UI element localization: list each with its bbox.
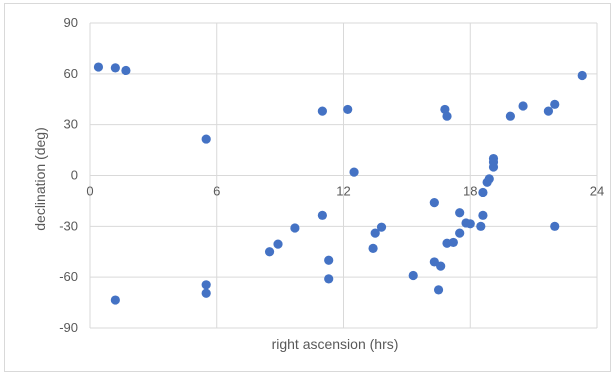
data-point — [317, 106, 327, 116]
scatter-chart: 90 60 30 0 -30 -60 -90 0 6 12 18 24 right ascensio… — [32, 15, 604, 352]
y-tick-label: -60 — [59, 269, 78, 284]
y-tick-label: -90 — [59, 320, 78, 335]
data-point — [518, 101, 528, 111]
y-tick-label: 30 — [64, 117, 78, 132]
chart-area: 90 60 30 0 -30 -60 -90 0 6 12 18 24 right ascensio… — [4, 3, 611, 372]
data-point — [201, 280, 211, 290]
data-point — [324, 274, 334, 284]
y-tick-label: -30 — [59, 218, 78, 233]
data-point — [448, 237, 458, 248]
x-axis-title: right ascension (hrs) — [272, 336, 399, 352]
data-point — [408, 270, 418, 281]
y-tick-label: 0 — [71, 168, 78, 183]
x-tick-labels: 0 6 12 18 24 — [86, 184, 604, 199]
data-point — [273, 239, 283, 249]
data-point — [376, 222, 387, 232]
data-points — [93, 62, 587, 305]
data-point — [550, 221, 560, 231]
data-point — [429, 198, 439, 208]
x-tick-label: 18 — [463, 184, 477, 199]
data-point — [478, 187, 488, 198]
data-point — [110, 295, 120, 305]
data-point — [93, 62, 104, 72]
data-point — [488, 162, 499, 172]
data-point — [324, 255, 334, 265]
data-point — [455, 228, 465, 238]
x-tick-label: 6 — [213, 184, 220, 199]
y-axis-title: declination (deg) — [32, 127, 48, 231]
data-point — [436, 261, 446, 271]
y-tick-labels: 90 60 30 0 -30 -60 -90 — [59, 15, 78, 335]
data-point — [290, 223, 300, 233]
data-point — [505, 111, 515, 121]
data-point — [455, 208, 465, 218]
data-point — [317, 210, 327, 220]
y-tick-label: 90 — [64, 15, 78, 30]
data-point — [110, 63, 120, 73]
data-point — [370, 228, 380, 238]
y-tick-label: 60 — [64, 66, 78, 81]
data-point — [349, 167, 359, 177]
data-point — [550, 99, 560, 109]
data-point — [478, 210, 488, 220]
x-tick-label: 24 — [590, 184, 604, 199]
data-point — [465, 219, 475, 229]
data-point — [201, 288, 211, 298]
data-point — [543, 106, 554, 116]
data-point — [121, 65, 131, 76]
data-point — [201, 134, 211, 144]
data-point — [476, 221, 486, 231]
data-point — [343, 104, 353, 115]
data-point — [264, 247, 275, 257]
data-point — [577, 70, 587, 81]
data-point — [368, 243, 378, 253]
gridlines — [89, 22, 598, 329]
data-point — [484, 174, 494, 184]
x-tick-label: 12 — [336, 184, 350, 199]
data-point — [433, 285, 444, 295]
data-point — [442, 111, 452, 121]
x-tick-label: 0 — [86, 184, 93, 199]
